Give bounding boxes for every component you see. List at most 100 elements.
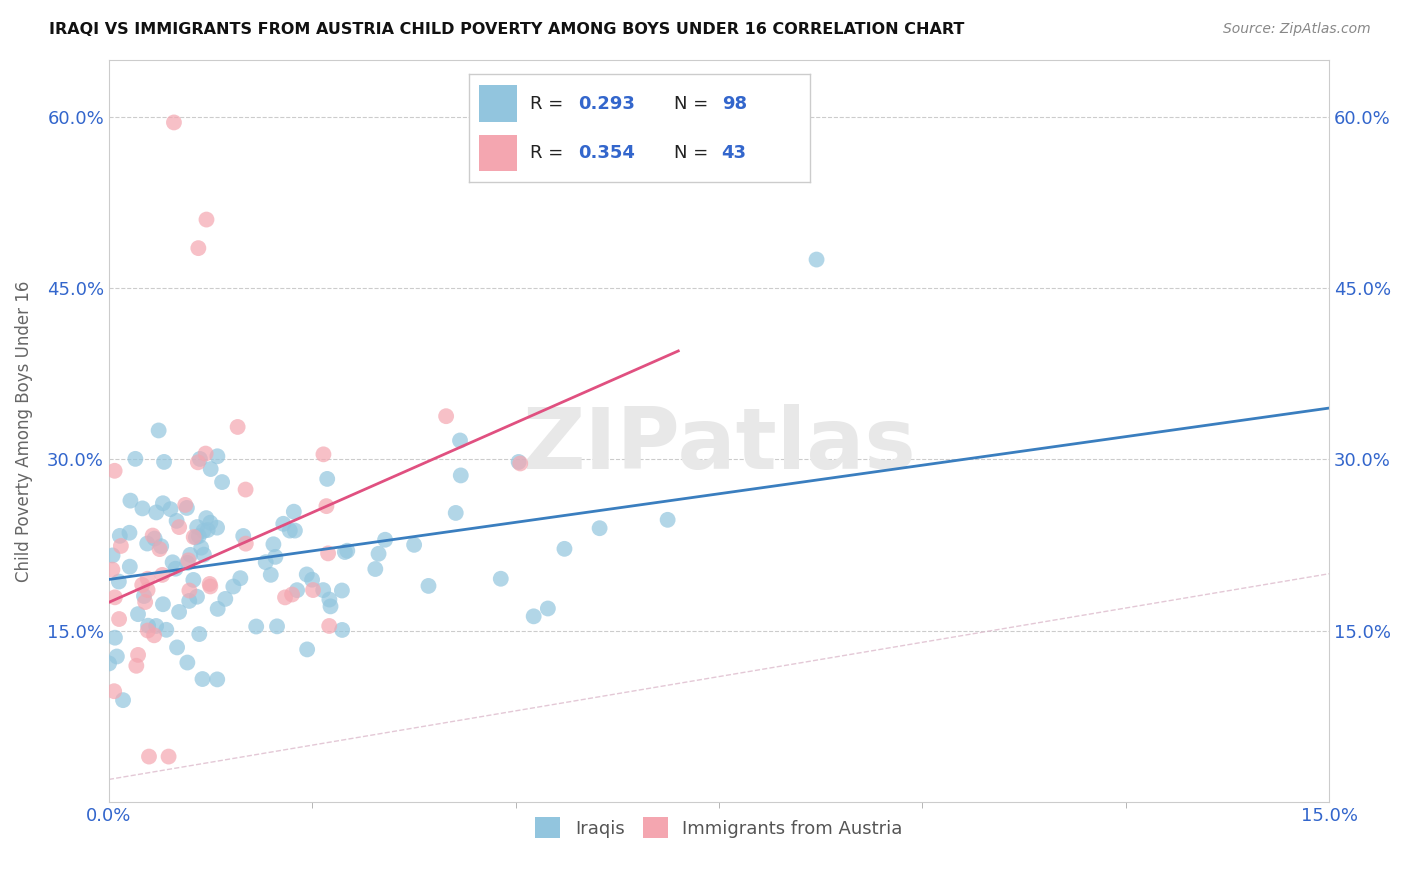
Point [330,583,353,598]
Point [179,594,201,608]
Point [195,511,218,525]
Point [193,548,215,562]
Point [127,648,149,662]
Point [174,498,197,512]
Point [271,516,294,531]
Point [312,447,335,461]
Point [145,619,167,633]
Point [283,505,305,519]
Point [186,520,208,534]
Point [134,595,156,609]
Legend: Iraqis, Immigrants from Austria: Iraqis, Immigrants from Austria [527,810,910,846]
Point [104,591,127,605]
Point [318,592,340,607]
Point [188,452,211,467]
Point [489,572,512,586]
Point [367,547,389,561]
Point [260,567,283,582]
Point [374,533,396,547]
Point [214,591,236,606]
Point [197,523,219,537]
Text: Source: ZipAtlas.com: Source: ZipAtlas.com [1223,22,1371,37]
Point [205,521,228,535]
Point [184,530,207,544]
Point [312,583,335,598]
Point [404,538,426,552]
Point [200,516,222,530]
Point [450,468,472,483]
Point [125,658,148,673]
Point [155,623,177,637]
Point [301,573,323,587]
Point [195,212,218,227]
Point [232,529,254,543]
Point [103,684,125,698]
Point [188,627,211,641]
Point [143,532,166,546]
Point [316,546,339,560]
Point [190,541,212,555]
Point [235,483,257,497]
Point [537,601,560,615]
Point [101,549,124,563]
Point [132,589,155,603]
Point [138,749,160,764]
Point [434,409,457,424]
Point [333,545,356,559]
Point [193,524,215,538]
Point [157,749,180,764]
Point [285,583,308,598]
Point [167,605,190,619]
Point [159,502,181,516]
Text: ZIPatlas: ZIPatlas [522,404,915,487]
Point [98,657,121,671]
Point [143,628,166,642]
Point [274,591,297,605]
Point [302,582,325,597]
Point [152,496,174,510]
Point [120,493,142,508]
Point [183,573,205,587]
Point [186,590,208,604]
Point [150,539,173,553]
Point [150,567,173,582]
Point [131,578,153,592]
Point [315,499,337,513]
Point [118,525,141,540]
Point [112,693,135,707]
Point [136,572,159,586]
Point [105,649,128,664]
Point [149,542,172,557]
Point [198,577,221,591]
Point [264,549,287,564]
Point [127,607,149,622]
Point [131,501,153,516]
Point [207,673,229,687]
Point [142,528,165,542]
Point [229,571,252,585]
Point [136,618,159,632]
Point [153,455,176,469]
Point [183,530,205,544]
Point [187,455,209,469]
Point [177,553,200,567]
Point [254,555,277,569]
Point [101,563,124,577]
Point [108,574,131,589]
Point [319,599,342,614]
Point [318,619,340,633]
Point [316,472,339,486]
Point [179,583,201,598]
Point [176,500,198,515]
Point [245,619,267,633]
Point [118,559,141,574]
Point [148,424,170,438]
Point [187,241,209,255]
Point [104,464,127,478]
Point [194,446,217,460]
Point [176,656,198,670]
Point [262,537,284,551]
Point [166,640,188,655]
Point [179,548,201,562]
Point [167,520,190,534]
